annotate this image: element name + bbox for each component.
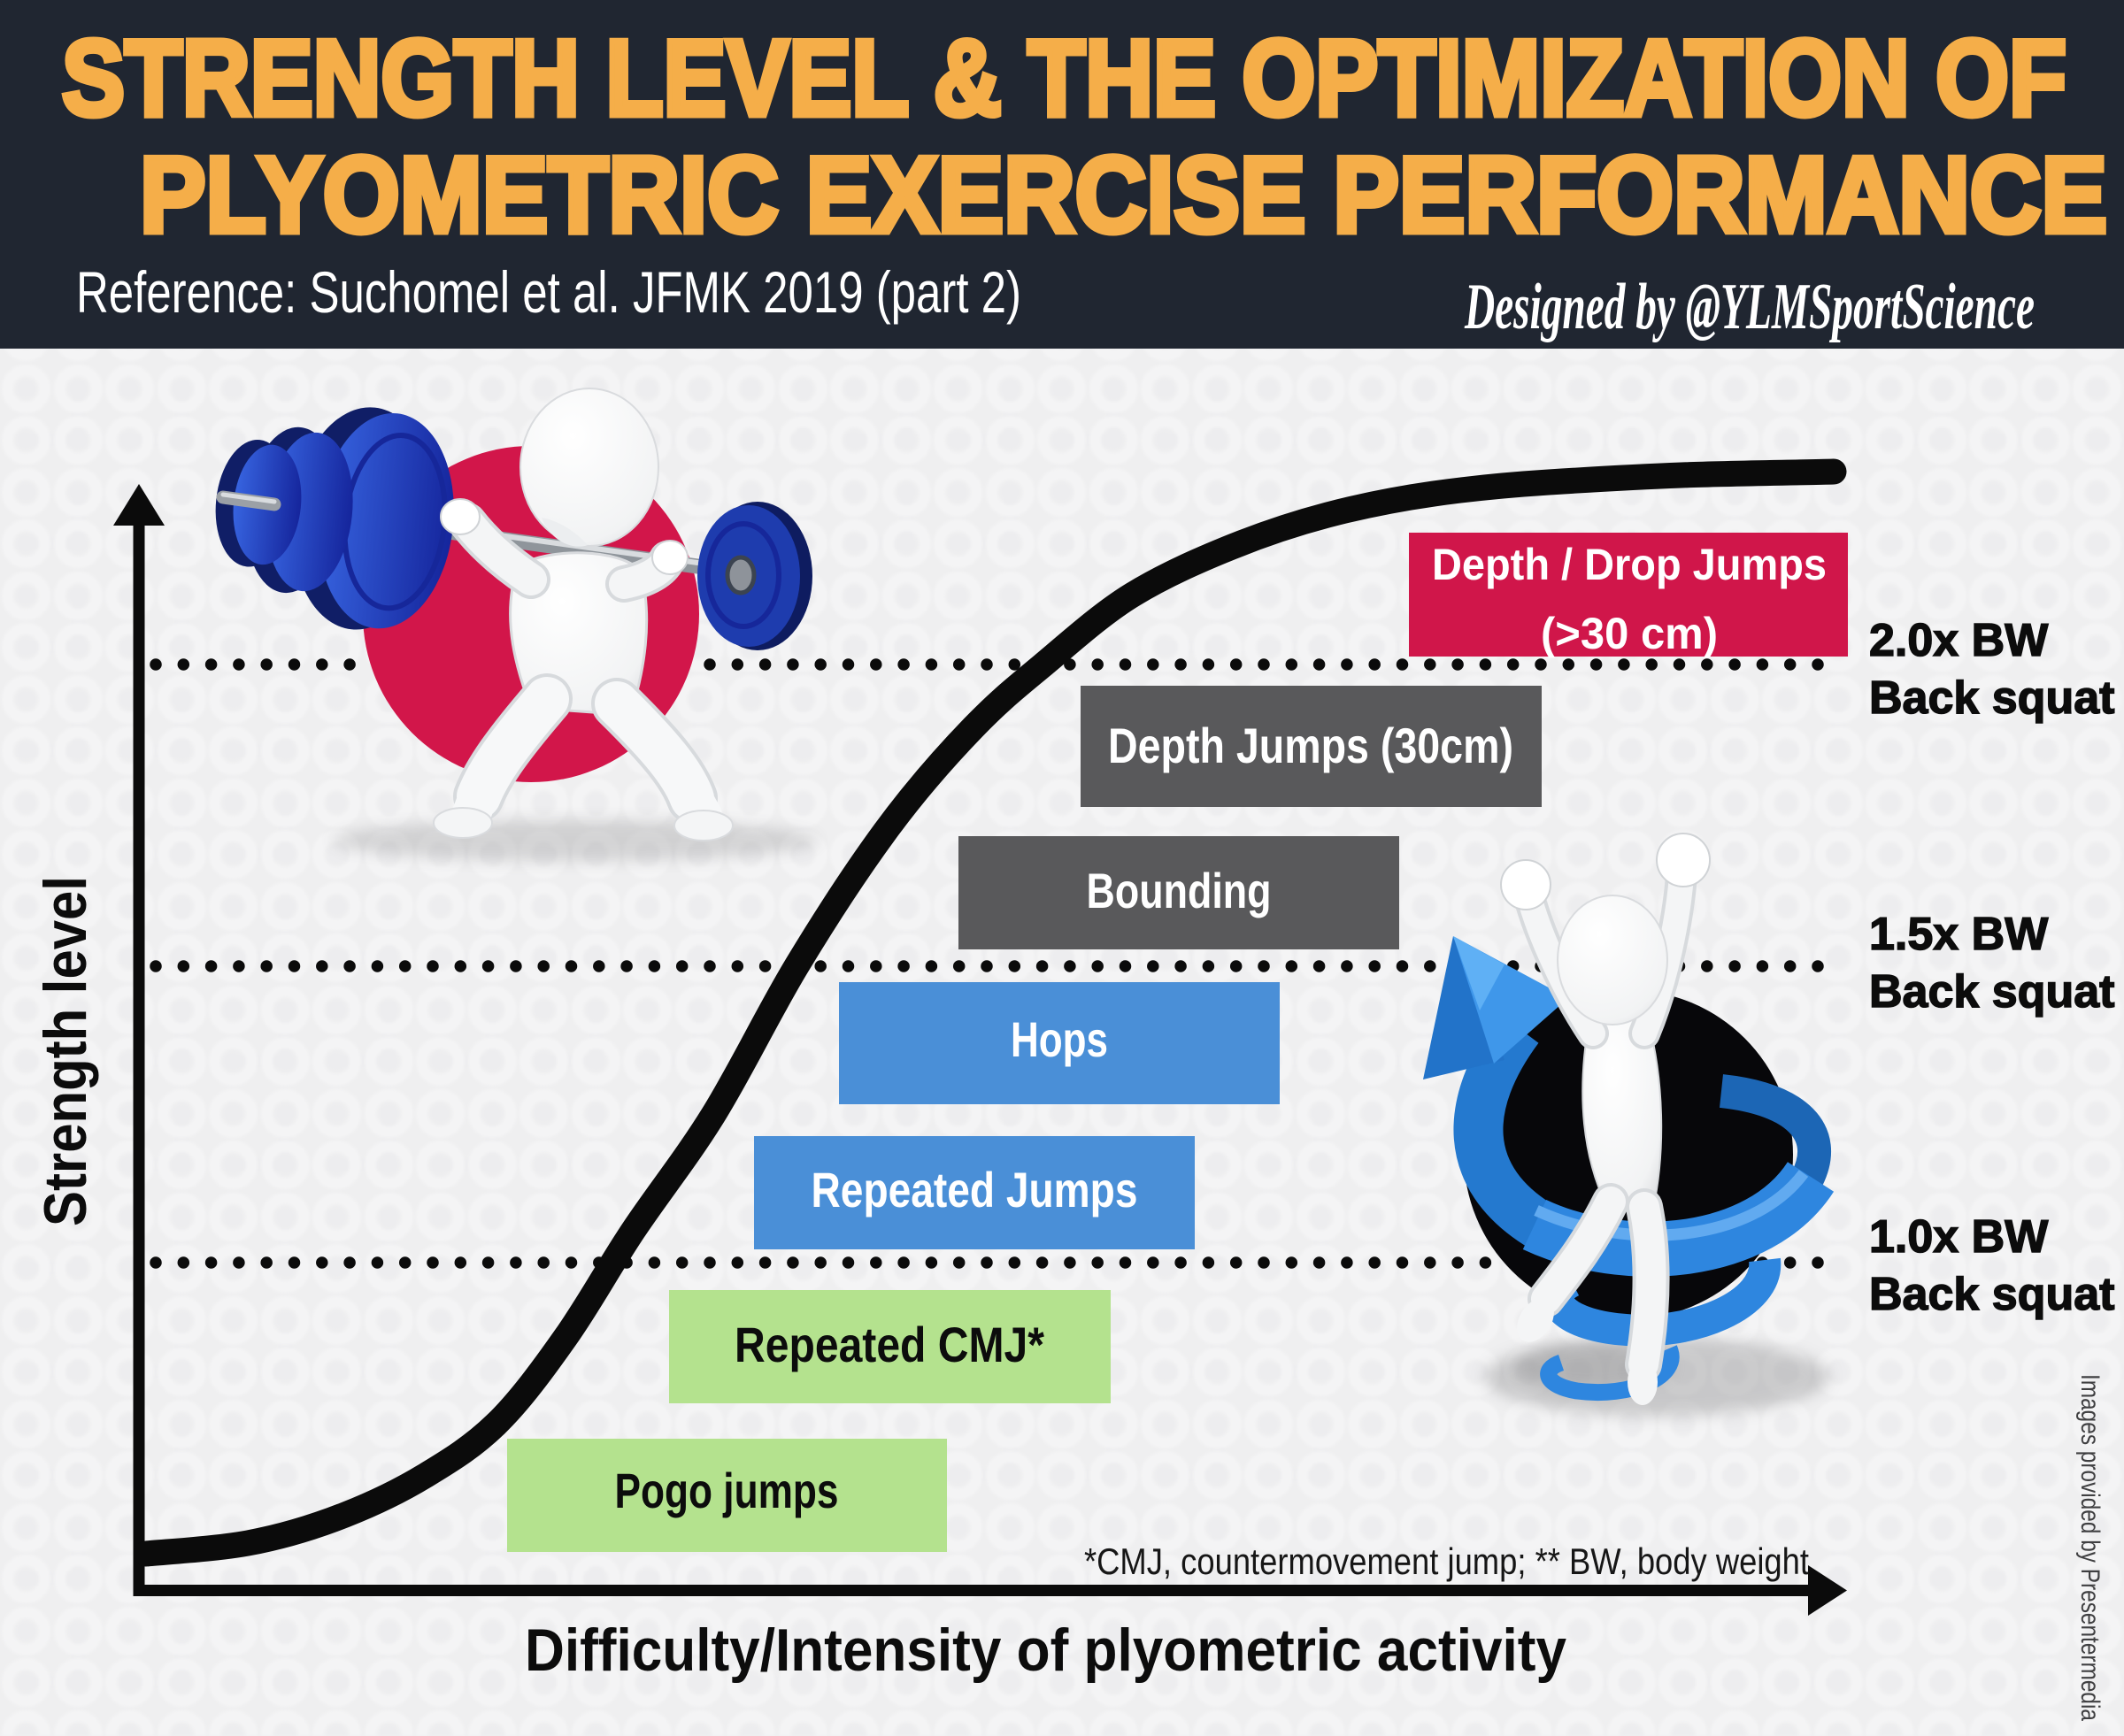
svg-text:Back squat: Back squat xyxy=(1869,966,2114,1018)
svg-text:PLYOMETRIC EXERCISE PERFORMANC: PLYOMETRIC EXERCISE PERFORMANCE xyxy=(140,134,2107,255)
svg-text:2.0x BW: 2.0x BW xyxy=(1869,615,2049,666)
svg-text:Depth / Drop Jumps: Depth / Drop Jumps xyxy=(1432,540,1827,589)
svg-text:Designed by @YLMSportScience: Designed by @YLMSportScience xyxy=(1464,271,2035,343)
svg-text:Repeated CMJ*: Repeated CMJ* xyxy=(735,1317,1044,1372)
svg-text:Hops: Hops xyxy=(1011,1011,1108,1067)
svg-text:Pogo jumps: Pogo jumps xyxy=(615,1463,839,1518)
svg-text:Bounding: Bounding xyxy=(1087,863,1272,918)
svg-text:(>30 cm): (>30 cm) xyxy=(1541,609,1718,658)
svg-text:Reference: Suchomel et al. JFM: Reference: Suchomel et al. JFMK 2019 (pa… xyxy=(76,259,1021,325)
svg-text:Depth Jumps (30cm): Depth Jumps (30cm) xyxy=(1108,718,1513,773)
svg-text:*CMJ, countermovement jump; **: *CMJ, countermovement jump; ** BW, body … xyxy=(1084,1540,1809,1582)
svg-text:Back squat: Back squat xyxy=(1869,672,2114,724)
svg-text:Repeated Jumps: Repeated Jumps xyxy=(812,1162,1138,1218)
svg-text:Images provided by Presenterme: Images provided by Presentermedia xyxy=(2075,1374,2105,1721)
svg-text:Strength level: Strength level xyxy=(32,876,99,1226)
svg-text:Back squat: Back squat xyxy=(1869,1269,2114,1320)
svg-text:1.0x BW: 1.0x BW xyxy=(1869,1211,2049,1263)
svg-text:1.5x BW: 1.5x BW xyxy=(1869,909,2049,960)
svg-text:Difficulty/Intensity of plyome: Difficulty/Intensity of plyometric activ… xyxy=(525,1617,1566,1684)
svg-text:STRENGTH LEVEL & THE OPTIMIZAT: STRENGTH LEVEL & THE OPTIMIZATION OF xyxy=(62,18,2066,138)
